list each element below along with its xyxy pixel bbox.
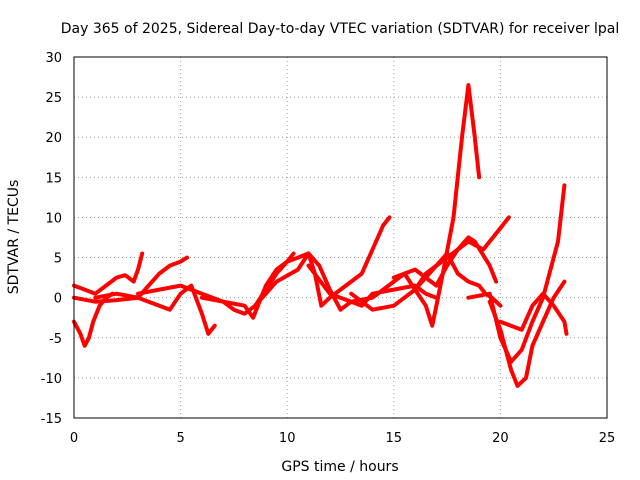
series-arc-2 xyxy=(72,251,145,296)
x-tick-label: 20 xyxy=(492,431,509,446)
y-tick-label: 20 xyxy=(45,131,62,146)
y-tick-label: 5 xyxy=(54,252,62,267)
data-series-group xyxy=(72,83,569,388)
y-tick-label: 15 xyxy=(45,171,62,186)
series-arc-14 xyxy=(498,291,569,336)
y-axis-label: SDTVAR / TECUs xyxy=(6,180,22,295)
y-tick-label: -5 xyxy=(49,332,62,347)
x-axis-label: GPS time / hours xyxy=(281,459,398,475)
series-arc-4 xyxy=(93,283,217,336)
series-arc-3 xyxy=(72,255,189,304)
x-tick-labels: 0 5 10 15 20 25 xyxy=(70,431,615,446)
y-tick-label: 0 xyxy=(54,292,62,307)
y-tick-label: -15 xyxy=(41,412,62,427)
y-tick-label: 10 xyxy=(45,211,62,226)
series-arc-13 xyxy=(487,279,567,388)
chart-title: Day 365 of 2025, Sidereal Day-to-day VTE… xyxy=(61,21,619,37)
series-arc-10 xyxy=(391,235,499,288)
y-tick-label: 30 xyxy=(45,51,62,66)
grid-lines xyxy=(74,57,607,418)
y-tick-label: 25 xyxy=(45,91,62,106)
y-tick-label: -10 xyxy=(41,372,62,387)
x-tick-label: 15 xyxy=(386,431,403,446)
x-tick-label: 25 xyxy=(599,431,616,446)
series-arc-12 xyxy=(466,183,567,364)
y-tick-labels: -15 -10 -5 0 5 10 15 20 25 30 xyxy=(41,51,62,427)
x-tick-label: 5 xyxy=(176,431,184,446)
x-tick-label: 0 xyxy=(70,431,78,446)
plot-frame xyxy=(73,56,608,419)
x-tick-label: 10 xyxy=(279,431,296,446)
